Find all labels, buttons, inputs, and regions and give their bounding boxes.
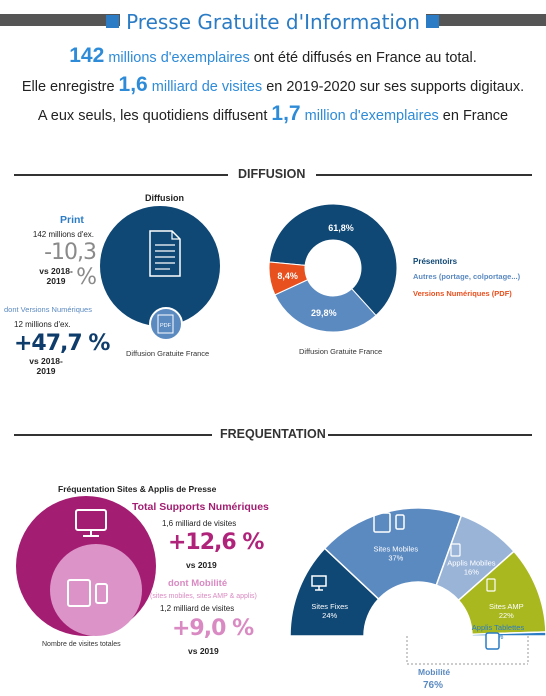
diffusion-caption-right: Diffusion Gratuite France xyxy=(299,347,383,356)
diffusion-donut-chart: 61,8% 29,8% 8,4% xyxy=(268,203,398,333)
intro-highlight-1: millions d'exemplaires xyxy=(108,50,250,66)
desktop-icon-small xyxy=(311,575,327,591)
phone-icon-small xyxy=(486,578,496,592)
halfdonut-slice-sites-mobiles xyxy=(323,507,463,601)
diffusion-heading: Diffusion xyxy=(145,193,184,203)
intro-number-3: 1,7 xyxy=(271,102,301,125)
title-stripe-right xyxy=(426,14,546,26)
section-title-frequentation: FREQUENTATION xyxy=(220,427,326,441)
donut-labels: 61,8% 29,8% 8,4% xyxy=(277,223,353,318)
halfdonut-slices xyxy=(290,507,546,637)
intro-pre-3: A eux seuls, les quotidiens diffusent xyxy=(37,108,268,124)
mobility-visits: 1,2 milliard de visites xyxy=(160,604,235,613)
donut-slices xyxy=(268,203,398,333)
donut-slice-presentoirs xyxy=(268,203,398,317)
frequentation-halfdonut-chart: Sites Fixes 24% Sites Mobiles 37% Applis Mob… xyxy=(290,507,546,665)
section-line-left xyxy=(14,174,228,176)
intro-pre-2: Elle enregistre xyxy=(21,79,115,95)
intro-number-1: 142 xyxy=(69,44,105,67)
intro-number-2: 1,6 xyxy=(118,73,148,96)
intro-text-2: en 2019-2020 sur ses supports digitaux. xyxy=(266,79,525,95)
donut-slice-versions-numeriques-pdf xyxy=(268,261,309,296)
donut-label-versions-numeriques-pdf: 8,4% xyxy=(277,271,298,281)
section-line-right xyxy=(316,174,532,176)
section-title-diffusion: DIFFUSION xyxy=(238,167,306,181)
frequentation-heading: Fréquentation Sites & Applis de Presse xyxy=(58,484,217,494)
frequentation-caption: Nombre de visites totales xyxy=(42,641,121,648)
total-vs: vs 2019 xyxy=(186,560,217,570)
mobility-change: +9,0 % xyxy=(172,616,254,641)
legend-presentoirs: Présentoirs xyxy=(413,257,458,266)
mobility-vs: vs 2019 xyxy=(188,646,219,656)
total-change: +12,6 % xyxy=(168,530,264,555)
title-bar: Presse Gratuite d'Information xyxy=(0,6,546,34)
total-visits: 1,6 milliard de visites xyxy=(162,519,237,528)
mobility-summary-label: Mobilité xyxy=(418,667,451,677)
halfdonut-labels: Sites Fixes 24% Sites Mobiles 37% Applis Mob… xyxy=(311,545,524,641)
halfdonut-label-sites-fixes: Sites Fixes 24% xyxy=(311,602,348,620)
legend-autres: Autres (portage, colportage...) xyxy=(413,272,521,281)
page-title: Presse Gratuite d'Information xyxy=(120,10,426,34)
digital-vs: vs 2018-2019 xyxy=(29,356,63,376)
halfdonut-icons xyxy=(311,512,529,665)
document-icon xyxy=(149,230,181,277)
donut-label-autres-portage-colportage: 29,8% xyxy=(311,308,337,318)
title-square-left xyxy=(106,15,119,28)
print-circle xyxy=(100,206,220,326)
mobility-label: dont Mobilité xyxy=(168,578,228,589)
digital-label: dont Versions Numériques xyxy=(4,305,92,314)
halfdonut-label-sites-mobiles: Sites Mobiles 37% xyxy=(374,545,419,563)
donut-label-presentoirs: 61,8% xyxy=(328,223,354,233)
halfdonut-label-sites-amp: Sites AMP 22% xyxy=(489,602,524,620)
digital-change: +47,7 % xyxy=(14,331,110,356)
tablet-phone-icon-small xyxy=(373,512,405,533)
intro-line-3: A eux seuls, les quotidiens diffusent 1,… xyxy=(0,102,546,126)
print-change: -10,3 % xyxy=(44,240,97,290)
intro-highlight-3: million d'exemplaires xyxy=(304,108,439,124)
legend-versions-numeriques: Versions Numériques (PDF) xyxy=(413,289,512,298)
print-count: 142 millions d'ex. xyxy=(32,230,94,239)
pdf-icon-text: PDF xyxy=(160,323,172,329)
intro-highlight-2: milliard de visites xyxy=(151,79,263,95)
halfdonut-label-applis-mobiles: Applis Mobiles 16% xyxy=(447,558,496,576)
frequentation-circle-chart xyxy=(16,496,156,636)
mobility-summary-value: 76% xyxy=(423,680,444,691)
diffusion-caption-left: Diffusion Gratuite France xyxy=(126,349,210,358)
mobility-sub: (sites mobiles, sites AMP & applis) xyxy=(150,593,257,600)
intro-line-2: Elle enregistre 1,6 milliard de visites … xyxy=(0,73,546,97)
title-stripe-left xyxy=(0,14,120,26)
section-line-right-2 xyxy=(328,434,532,436)
intro-text-3: en France xyxy=(442,108,509,124)
desktop-icon xyxy=(75,509,107,537)
applis-tablettes-icon xyxy=(485,632,500,650)
print-label: Print xyxy=(60,214,84,226)
diffusion-circle-chart: PDF xyxy=(100,206,220,341)
intro-text-1: ont été diffusés en France au total. xyxy=(253,50,477,66)
total-label: Total Supports Numériques xyxy=(132,501,269,513)
section-line-left-2 xyxy=(14,434,212,436)
tablet-phone-icon xyxy=(67,579,108,607)
donut-slice-autres-portage-colportage xyxy=(274,279,377,333)
pdf-icon: PDF xyxy=(157,314,174,334)
digital-count: 12 millions d'ex. xyxy=(14,320,71,329)
intro-line-1: 142 millions d'exemplaires ont été diffu… xyxy=(0,44,546,68)
print-vs: vs 2018-2019 xyxy=(39,266,73,286)
tablet-icon-small xyxy=(450,543,461,557)
title-square-right xyxy=(426,15,439,28)
